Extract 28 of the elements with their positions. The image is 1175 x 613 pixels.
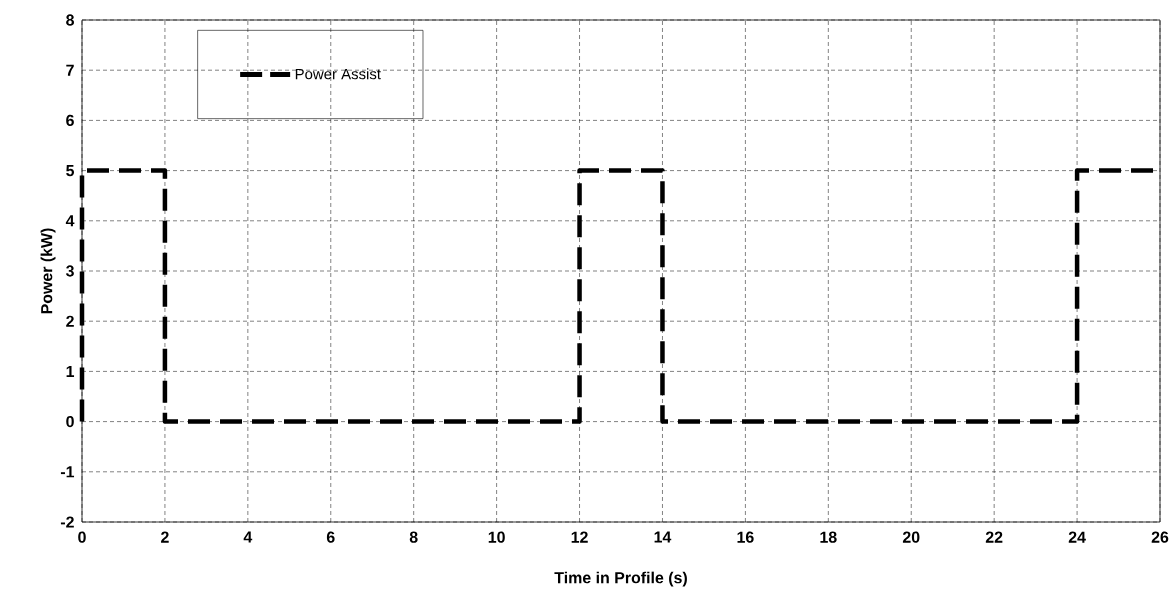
x-tick-label: 10 — [488, 531, 505, 543]
x-tick-label: 6 — [326, 531, 335, 543]
x-tick-label: 14 — [654, 531, 672, 543]
x-tick-label: 20 — [902, 531, 920, 543]
y-tick-label: 1 — [66, 365, 75, 377]
x-tick-label: 2 — [161, 531, 169, 543]
y-axis-title: Power (kW) — [40, 228, 56, 314]
y-tick-label: -1 — [60, 466, 75, 478]
x-tick-label: 8 — [409, 531, 418, 543]
y-tick-label: 6 — [66, 114, 74, 127]
x-tick-label: 18 — [820, 531, 837, 543]
y-tick-label: 8 — [66, 14, 74, 26]
x-tick-label: 4 — [243, 531, 253, 543]
x-tick-label: 26 — [1151, 531, 1169, 543]
x-tick-label: 24 — [1068, 531, 1086, 543]
y-tick-label: 7 — [66, 64, 74, 76]
y-tick-label: -2 — [60, 516, 74, 528]
x-tick-label: 16 — [737, 531, 754, 543]
x-tick-label: 12 — [571, 531, 588, 543]
y-tick-label: 0 — [66, 415, 74, 428]
x-tick-label: 22 — [985, 531, 1003, 543]
x-tick-label: 0 — [78, 531, 86, 543]
legend-label: Power Assist — [295, 68, 381, 80]
y-tick-label: 5 — [66, 165, 75, 177]
x-axis-title: Time in Profile (s) — [554, 571, 687, 587]
y-tick-label: 3 — [65, 265, 74, 277]
y-tick-label: 4 — [65, 215, 75, 227]
y-tick-label: 2 — [66, 315, 74, 327]
